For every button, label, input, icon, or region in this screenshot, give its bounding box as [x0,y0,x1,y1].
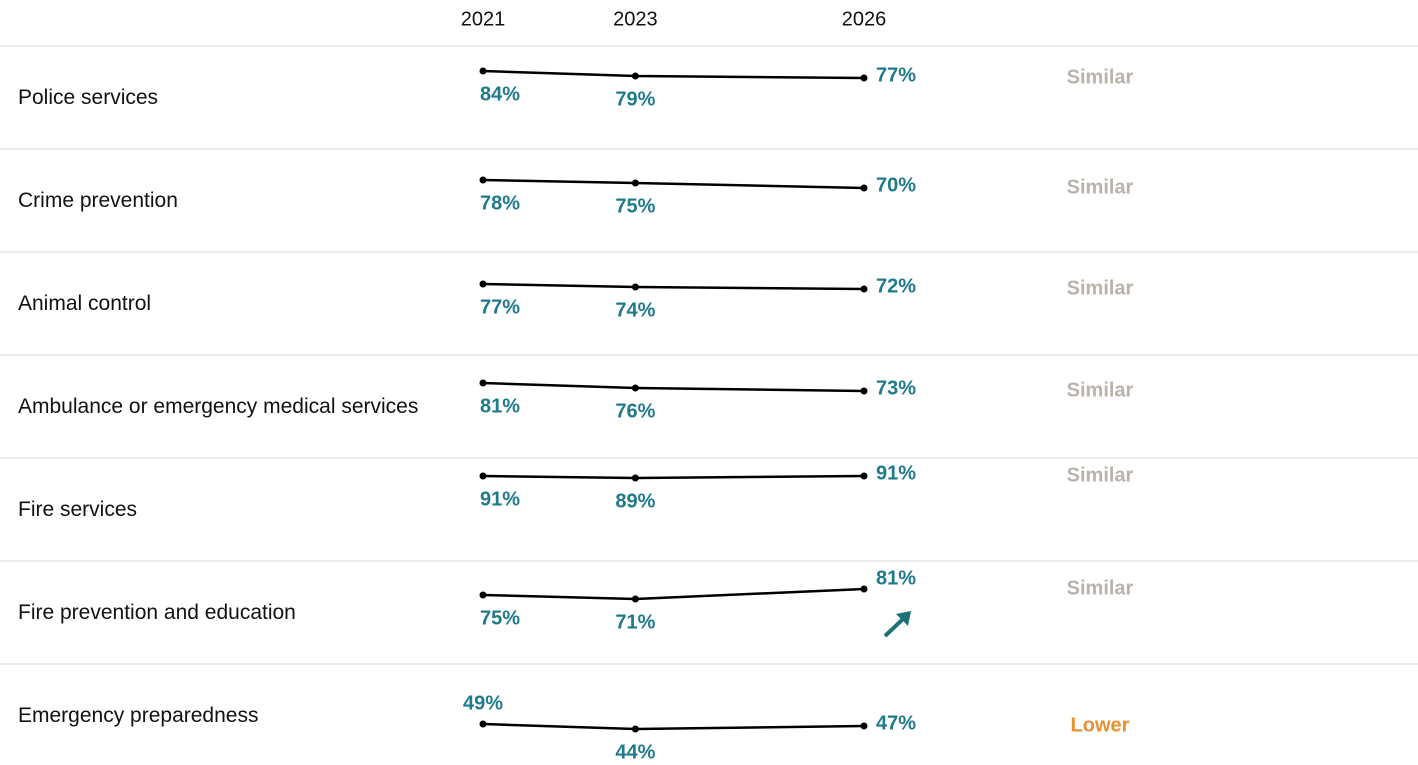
comparison: Similar [1067,577,1134,599]
trend-line [482,381,865,393]
point [479,176,487,184]
value-label: 71% [615,611,655,633]
value-label: 74% [615,299,655,321]
trend-line [482,474,865,480]
value-label: 79% [615,88,655,110]
value-label: 89% [615,490,655,512]
point [479,379,487,387]
point [860,722,868,730]
value-label: 70% [876,174,916,196]
row-label: Ambulance or emergency medical services [18,395,419,418]
value-label: 91% [480,488,520,510]
comparison: Similar [1067,379,1134,401]
row-label: Animal control [18,292,152,315]
year-header: 2023 [613,8,658,30]
year-header: 2026 [842,8,887,30]
value-label: 76% [615,400,655,422]
comparison: Similar [1067,66,1134,88]
value-label: 44% [615,741,655,763]
trend-arrow [883,611,911,638]
row-label: Police services [18,86,159,109]
point [860,184,868,192]
point [631,384,639,392]
point [479,472,487,480]
value-label: 78% [480,192,520,214]
point [631,72,639,80]
row-label: Fire services [18,498,138,521]
point [479,280,487,288]
value-label: 75% [615,195,655,217]
value-label: 77% [876,64,916,86]
value-label: 84% [480,83,520,105]
comparison: Similar [1067,464,1134,486]
value-label: 73% [876,377,916,399]
value-label: 72% [876,275,916,297]
trend-line [482,69,865,80]
trend-line [482,587,865,601]
point [860,285,868,293]
trend-line [482,282,865,291]
row-label: Crime prevention [18,189,178,212]
value-label: 75% [480,607,520,629]
value-label: 47% [876,712,916,734]
point [631,283,639,291]
value-label: 81% [480,395,520,417]
comparison: Lower [1071,714,1130,736]
trend-line [482,722,865,731]
trend-line [482,178,865,190]
point [631,595,639,603]
value-label: 77% [480,296,520,318]
year-header: 2021 [461,8,506,30]
point [631,474,639,482]
point [479,720,487,728]
comparison: Similar [1067,176,1134,198]
point [631,725,639,733]
point [860,585,868,593]
value-label: 91% [876,462,916,484]
row-label: Emergency preparedness [18,704,259,727]
point [631,179,639,187]
point [860,472,868,480]
value-label: 81% [876,567,916,589]
comparison: Similar [1067,277,1134,299]
point [860,387,868,395]
point [860,74,868,82]
row-label: Fire prevention and education [18,601,296,624]
point [479,591,487,599]
value-label: 49% [463,692,503,714]
point [479,67,487,75]
